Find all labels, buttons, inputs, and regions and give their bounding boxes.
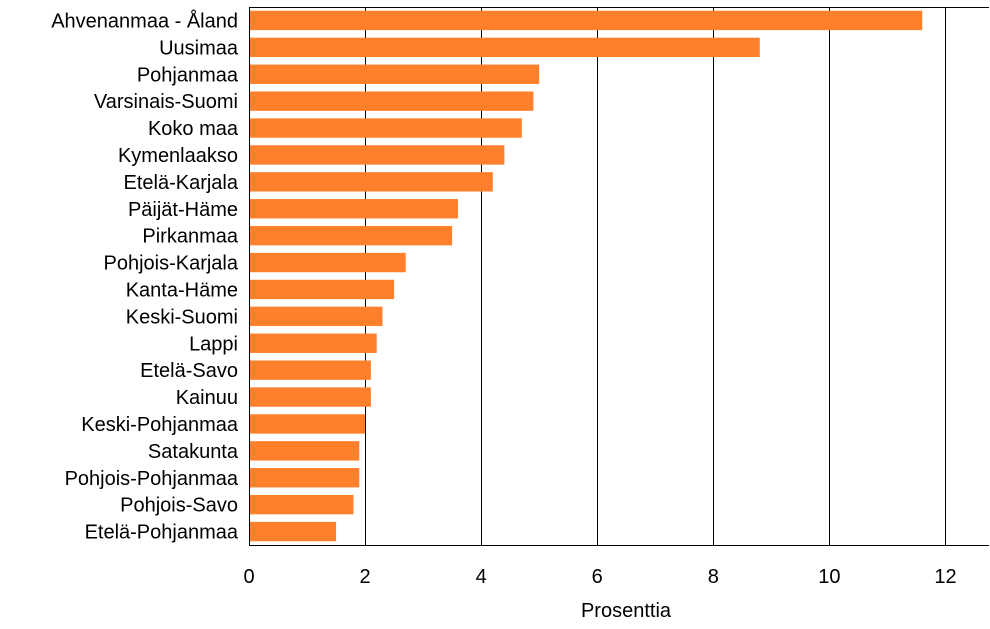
category-label: Pirkanmaa <box>142 226 238 248</box>
bar <box>249 494 354 515</box>
category-label: Pohjanmaa <box>137 64 239 86</box>
bar <box>249 199 458 219</box>
bar <box>249 118 522 138</box>
x-tick-label: 4 <box>476 566 487 588</box>
category-label: Kainuu <box>176 387 238 409</box>
bar <box>249 468 360 488</box>
bar <box>249 10 923 31</box>
category-label: Ahvenanmaa - Åland <box>51 9 238 32</box>
bar <box>249 414 366 434</box>
x-tick-label: 2 <box>360 566 371 588</box>
category-label: Päijät-Häme <box>128 199 238 221</box>
category-label: Pohjois-Pohjanmaa <box>65 468 239 490</box>
x-tick-label: 12 <box>934 566 956 588</box>
bar <box>249 360 371 380</box>
category-label: Etelä-Pohjanmaa <box>85 522 239 544</box>
bar <box>249 145 505 165</box>
category-label: Koko maa <box>148 118 239 140</box>
grid-lines <box>365 7 946 545</box>
category-label: Etelä-Savo <box>140 360 238 382</box>
category-labels: Ahvenanmaa - Åland Uusimaa Pohjanmaa Varsin… <box>51 9 239 543</box>
bar <box>249 225 453 246</box>
bars <box>249 10 923 542</box>
bar <box>249 252 406 273</box>
category-label: Keski-Pohjanmaa <box>81 414 239 436</box>
x-tick-label: 10 <box>818 566 840 588</box>
x-tick-label: 0 <box>243 566 254 588</box>
category-label: Satakunta <box>148 441 239 463</box>
category-label: Keski-Suomi <box>126 306 238 328</box>
bar <box>249 441 360 461</box>
x-tick-label: 6 <box>592 566 603 588</box>
category-label: Lappi <box>189 333 238 355</box>
bar <box>249 521 337 542</box>
category-label: Pohjois-Savo <box>120 495 238 517</box>
bar <box>249 387 371 407</box>
bar <box>249 306 383 327</box>
category-label: Kanta-Häme <box>126 279 238 301</box>
category-label: Varsinais-Suomi <box>94 91 238 113</box>
bar <box>249 91 534 111</box>
bar <box>249 64 540 84</box>
x-tick-label: 8 <box>708 566 719 588</box>
x-tick-labels: 0 2 4 6 8 10 12 <box>243 566 956 588</box>
category-label: Uusimaa <box>159 37 239 59</box>
category-label: Etelä-Karjala <box>123 172 238 194</box>
axes <box>249 7 989 546</box>
bar <box>249 172 493 192</box>
x-axis-title: Prosenttia <box>581 600 672 622</box>
category-label: Kymenlaakso <box>118 145 238 167</box>
category-label: Pohjois-Karjala <box>103 253 238 275</box>
bar <box>249 279 395 300</box>
bar <box>249 37 760 58</box>
bar <box>249 333 377 353</box>
